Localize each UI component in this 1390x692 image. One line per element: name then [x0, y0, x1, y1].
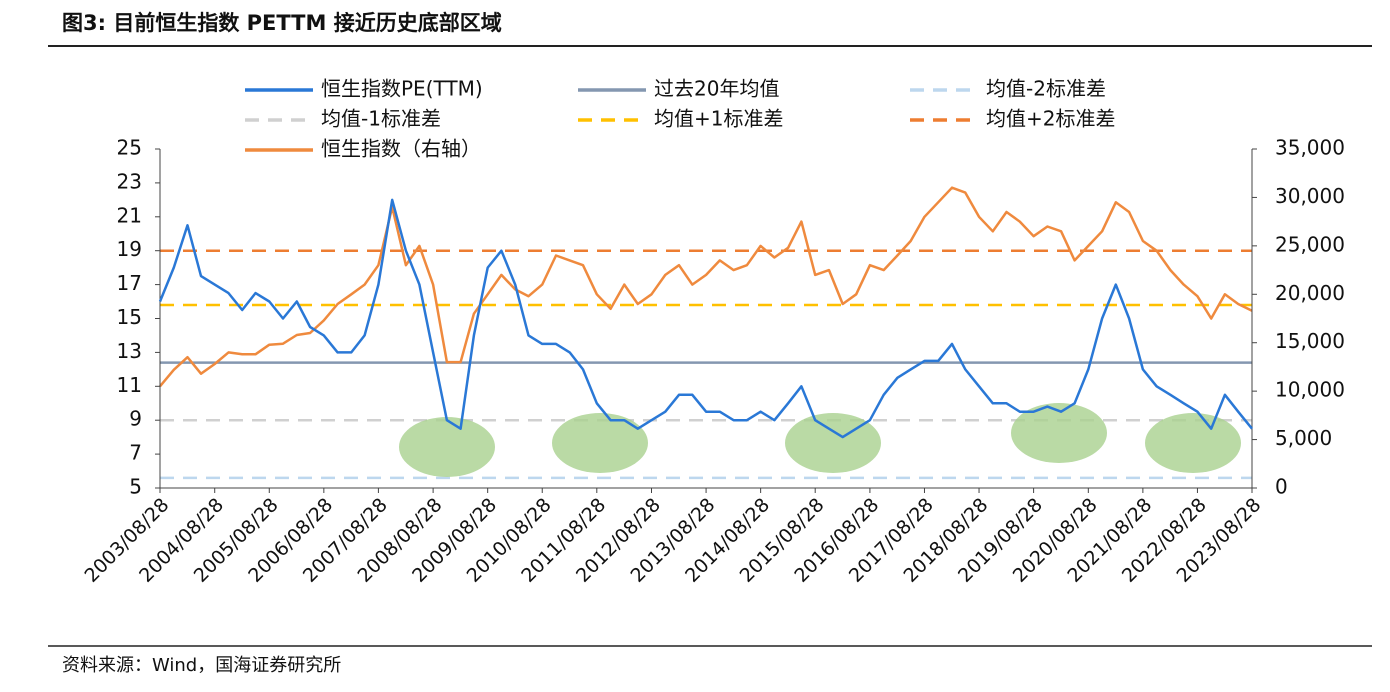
y-tick-label: 17 — [117, 271, 142, 295]
y-tick-label: 7 — [129, 441, 142, 465]
y2-tick-label: 35,000 — [1275, 136, 1345, 160]
highlight — [1011, 403, 1107, 463]
highlight — [552, 413, 648, 473]
y-tick-label: 19 — [117, 237, 142, 261]
highlight — [1145, 413, 1241, 473]
y2-tick-label: 10,000 — [1275, 378, 1345, 402]
y-tick-label: 13 — [117, 339, 142, 363]
y2-tick-label: 20,000 — [1275, 281, 1345, 305]
legend-label: 恒生指数PE(TTM) — [321, 77, 483, 101]
y2-tick-label: 30,000 — [1275, 184, 1345, 208]
y-tick-label: 15 — [117, 305, 142, 329]
y2-tick-label: 0 — [1275, 475, 1288, 499]
figure-title: 图3: 目前恒生指数 PETTM 接近历史底部区域 — [62, 11, 502, 35]
y-tick-label: 25 — [117, 136, 142, 160]
y2-tick-label: 15,000 — [1275, 329, 1345, 353]
y-tick-label: 9 — [129, 407, 142, 431]
series-line — [158, 198, 1253, 439]
legend-label: 均值+1标准差 — [654, 107, 783, 131]
highlights — [399, 403, 1241, 477]
y-tick-label: 21 — [117, 203, 142, 227]
legend-label: 均值-2标准差 — [986, 77, 1106, 101]
y-tick-label: 5 — [129, 475, 142, 499]
legend-label: 均值+2标准差 — [986, 107, 1115, 131]
legend-label: 恒生指数（右轴） — [321, 137, 481, 161]
y2-tick-label: 5,000 — [1275, 426, 1332, 450]
source: 资料来源：Wind，国海证券研究所 — [62, 655, 341, 676]
series-line — [159, 186, 1253, 388]
legend-label: 均值-1标准差 — [321, 107, 441, 131]
y2-tick-label: 25,000 — [1275, 232, 1345, 256]
y-tick-label: 23 — [117, 169, 142, 193]
highlight — [399, 417, 495, 477]
legend-label: 过去20年均值 — [654, 77, 779, 101]
y-tick-label: 11 — [117, 373, 142, 397]
